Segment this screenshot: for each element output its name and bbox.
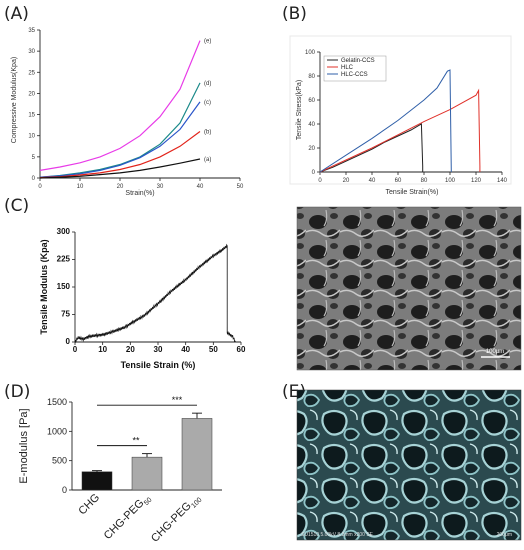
chartA-series-label: (e) bbox=[204, 39, 211, 45]
b-frame bbox=[289, 35, 512, 185]
chartA-x-tick-label: 20 bbox=[117, 184, 124, 190]
chartA-y-tick-label: 20 bbox=[28, 91, 35, 97]
chartA-y-tick-label: 15 bbox=[28, 113, 35, 119]
sem-caption-e: SU1510 5.00kV 8.3mm x200 SE bbox=[301, 532, 374, 538]
d-y-tick-label: 1000 bbox=[47, 426, 67, 436]
chartA-series-label: (b) bbox=[204, 129, 211, 135]
chartA-y-tick-label: 10 bbox=[28, 134, 35, 140]
chartC-x-tick-label: 20 bbox=[126, 345, 135, 354]
d-y-tick-label: 500 bbox=[52, 456, 67, 466]
c-xlabel: Tensile Strain (%) bbox=[121, 360, 196, 370]
d-category-label: CHG bbox=[76, 492, 102, 518]
chartB-x-tick-label: 0 bbox=[318, 178, 322, 184]
chartC-y-tick-label: 75 bbox=[61, 310, 70, 319]
chartA-series-label: (a) bbox=[204, 157, 211, 163]
sem-image-c: 100μm bbox=[296, 206, 522, 371]
chartA-x-tick-label: 10 bbox=[77, 184, 84, 190]
chartC-x-tick-label: 0 bbox=[73, 345, 78, 354]
chart-c: 0 10 20 30 40 50 60 0 75 150 225 300 Tensile Strain… bbox=[39, 227, 246, 370]
chartA-x-tick-label: 30 bbox=[157, 184, 164, 190]
chartC-x-tick-label: 40 bbox=[181, 345, 190, 354]
chartA-y-tick-label: 30 bbox=[28, 49, 35, 55]
chartB-y-tick-label: 60 bbox=[308, 98, 315, 104]
chartC-x-tick-label: 50 bbox=[209, 345, 218, 354]
chartA-x-tick-label: 0 bbox=[38, 184, 42, 190]
chartB-x-tick-label: 40 bbox=[369, 178, 376, 184]
chartA-y-tick-label: 25 bbox=[28, 70, 35, 76]
panel-label-c: (C) bbox=[4, 196, 30, 216]
chartA-y-tick-label: 35 bbox=[28, 28, 35, 34]
chart-d: 0 500 1000 1500 E-modulus [Pa] CHG CHG-PEG50… bbox=[18, 395, 222, 547]
chartB-x-tick-label: 140 bbox=[497, 178, 508, 184]
a-ylabel: Compressive Modulus(Kpa) bbox=[11, 57, 18, 143]
chartB-legend-item: HLC-CCS bbox=[341, 72, 368, 78]
a-xlabel: Strain(%) bbox=[125, 190, 154, 197]
d-bar bbox=[181, 418, 213, 491]
chartA-x-tick-label: 50 bbox=[237, 184, 244, 190]
scale-label-e: 200μm bbox=[497, 532, 512, 538]
chartC-y-tick-label: 150 bbox=[57, 282, 71, 291]
d-y-tick-label: 1500 bbox=[47, 397, 67, 407]
chartB-legend-item: HLC bbox=[341, 65, 354, 71]
panel-label-a: (A) bbox=[4, 4, 29, 24]
chartB-y-tick-label: 40 bbox=[308, 122, 315, 128]
chart-a: 0 10 20 30 40 50 0 5 10 15 20 25 30 35 Strain(%) Comp… bbox=[11, 28, 244, 197]
chartA-series-line bbox=[39, 101, 201, 178]
sem-image-e: SU1510 5.00kV 8.3mm x200 SE 200μm bbox=[296, 389, 522, 541]
d-bar bbox=[81, 471, 113, 491]
d-bar bbox=[131, 456, 163, 491]
chartA-series-label: (c) bbox=[204, 100, 211, 106]
chartA-y-tick-label: 5 bbox=[32, 155, 36, 161]
d-y-tick-label: 0 bbox=[62, 485, 67, 495]
d-ylabel: E-modulus [Pa] bbox=[18, 408, 30, 483]
chartC-x-tick-label: 10 bbox=[98, 345, 107, 354]
chartC-y-tick-label: 300 bbox=[57, 227, 71, 236]
chartB-y-tick-label: 80 bbox=[308, 74, 315, 80]
chartB-y-tick-label: 100 bbox=[305, 50, 316, 56]
chartA-y-tick-label: 0 bbox=[32, 176, 36, 182]
chartB-series-line bbox=[319, 123, 424, 173]
b-ylabel: Tensile Stress(kPa) bbox=[296, 80, 303, 140]
d-category-label: CHG-PEG100 bbox=[149, 492, 204, 547]
chartB-y-tick-label: 0 bbox=[312, 170, 316, 176]
chartB-x-tick-label: 100 bbox=[445, 178, 456, 184]
d-significance-label: *** bbox=[172, 395, 183, 405]
chartB-series-line bbox=[319, 69, 452, 173]
chartA-series-line bbox=[39, 82, 201, 178]
chartA-series-line bbox=[39, 40, 201, 171]
chartB-y-tick-label: 20 bbox=[308, 146, 315, 152]
c-ylabel: Tensile Modulus (Kpa) bbox=[39, 239, 49, 334]
chartB-x-tick-label: 20 bbox=[343, 178, 350, 184]
chartA-series-line bbox=[39, 158, 201, 179]
d-category-label: CHG-PEG50 bbox=[102, 492, 154, 544]
chartB-x-tick-label: 60 bbox=[395, 178, 402, 184]
chartA-series-label: (d) bbox=[204, 81, 211, 87]
b-xlabel: Tensile Strain(%) bbox=[386, 189, 439, 196]
panel-label-d: (D) bbox=[4, 382, 31, 402]
chartC-x-tick-label: 30 bbox=[154, 345, 163, 354]
d-significance-label: ** bbox=[132, 436, 140, 446]
chart-b: 0 20 40 60 80 100 120 140 0 20 40 60 80 100 Tensile S… bbox=[289, 35, 512, 196]
chartB-x-tick-label: 120 bbox=[471, 178, 482, 184]
chartA-series-line bbox=[39, 131, 201, 179]
chartA-x-tick-label: 40 bbox=[197, 184, 204, 190]
panel-label-b: (B) bbox=[282, 4, 307, 24]
chartC-y-tick-label: 225 bbox=[57, 255, 71, 264]
chartC-x-tick-label: 60 bbox=[237, 345, 246, 354]
chartC-series-line bbox=[74, 243, 236, 344]
chartB-x-tick-label: 80 bbox=[421, 178, 428, 184]
chartB-legend-item: Gelatin-CCS bbox=[341, 58, 375, 64]
scale-label-c: 100μm bbox=[486, 349, 504, 355]
chartB-series-line bbox=[319, 88, 481, 173]
chartC-y-tick-label: 0 bbox=[66, 337, 71, 346]
